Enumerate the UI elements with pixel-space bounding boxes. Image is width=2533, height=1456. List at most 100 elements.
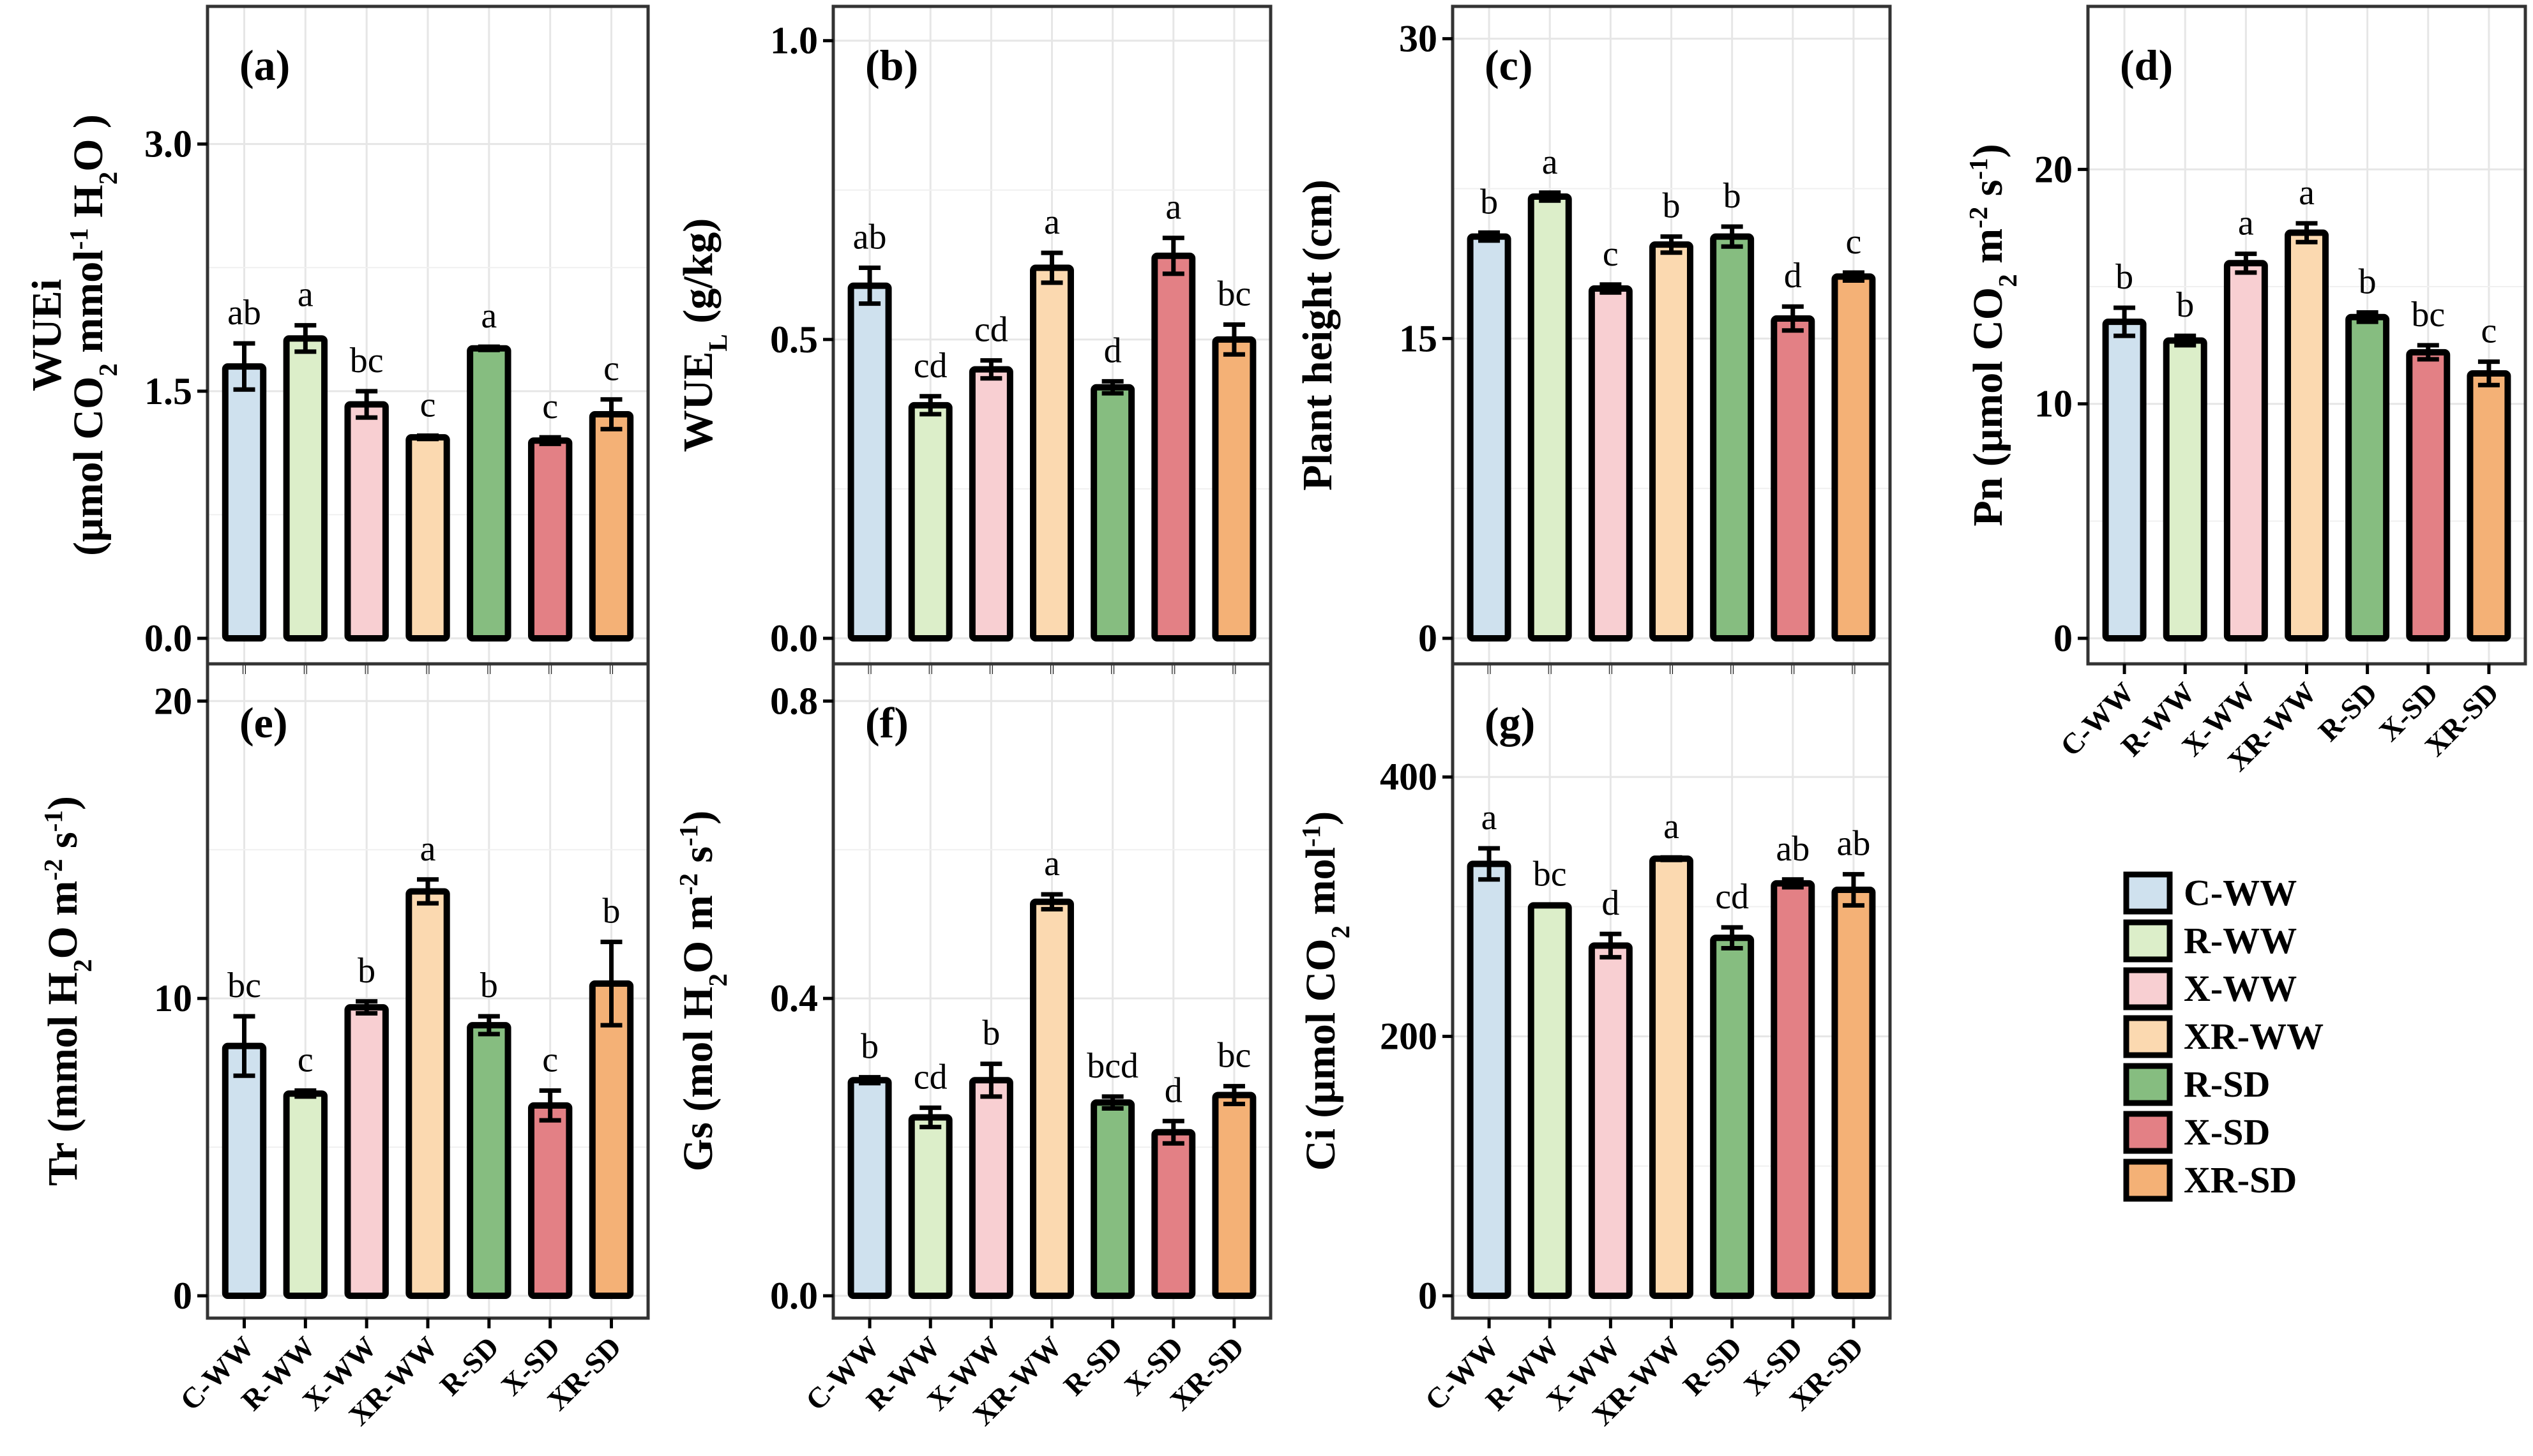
- bar-c-ww: [222, 1042, 267, 1300]
- y-axis-label: Gs (mol H2O m-2 s-1): [674, 811, 732, 1171]
- y-tick-label: 0: [1418, 617, 1437, 659]
- bar-x-ww: [344, 1004, 389, 1299]
- significance-letter: bc: [350, 341, 384, 380]
- significance-letter: a: [2238, 204, 2254, 243]
- legend-swatch-xr-ww: [2123, 1015, 2173, 1058]
- bar-r-ww: [908, 1114, 953, 1299]
- y-axis-label-part: Pn (μmol CO: [1965, 287, 2011, 527]
- significance-letter: c: [542, 387, 558, 426]
- y-tick-label: 1.0: [770, 20, 818, 62]
- bar-xr-ww: [1649, 241, 1693, 642]
- legend-label-c-ww: C-WW: [2184, 872, 2297, 913]
- bar-c-ww: [847, 1077, 892, 1299]
- y-tick-label: 400: [1380, 756, 1437, 798]
- bar-xr-sd: [589, 410, 634, 642]
- y-tick-label: 20: [154, 680, 192, 722]
- y-axis-label-part: 2: [703, 973, 732, 987]
- bar-xr-sd: [2467, 370, 2511, 642]
- y-axis-label-part: WUE: [675, 352, 722, 453]
- bar-r-ww: [1527, 193, 1572, 642]
- y-axis-label-part: ): [1297, 811, 1344, 825]
- y-axis-label-part: L: [703, 334, 732, 351]
- bar-x-sd: [1151, 1129, 1196, 1300]
- legend-swatch-x-sd: [2123, 1111, 2173, 1154]
- bar-xr-ww: [1030, 898, 1074, 1299]
- panel-tag: (a): [239, 41, 290, 89]
- bar-r-sd: [1091, 384, 1135, 642]
- significance-letter: d: [1784, 256, 1802, 296]
- y-axis-label-part: -2: [1963, 207, 1993, 229]
- bar-x-sd: [527, 437, 573, 642]
- significance-letter: d: [1104, 331, 1122, 370]
- y-axis-label-units-part: 2: [93, 363, 123, 377]
- significance-letter: bc: [1533, 854, 1567, 894]
- y-axis-label: WUEL (g/kg): [675, 218, 732, 453]
- y-axis-label-part: mol: [1297, 847, 1344, 926]
- significance-letter: a: [420, 829, 436, 869]
- bar-x-ww: [1588, 285, 1633, 642]
- legend-label-r-sd: R-SD: [2184, 1063, 2270, 1105]
- y-tick-label: 0: [1418, 1275, 1437, 1317]
- significance-letter: c: [1845, 222, 1861, 262]
- significance-letter: d: [1165, 1070, 1183, 1110]
- bar-r-ww: [908, 402, 953, 642]
- bar-x-ww: [2223, 260, 2268, 642]
- panel-tag: (b): [865, 41, 918, 89]
- bar-r-ww: [283, 1090, 328, 1299]
- bar-r-ww: [283, 335, 328, 642]
- significance-letter: c: [420, 386, 436, 425]
- y-axis-label-part: O m: [675, 895, 722, 973]
- bar-r-sd: [467, 345, 511, 642]
- y-axis-label-part: 2: [1993, 274, 2022, 287]
- x-tick-label: R-SD: [1677, 1330, 1748, 1402]
- bar-x-ww: [344, 401, 389, 642]
- significance-letter: b: [1723, 176, 1741, 216]
- y-axis-label-part: -1: [38, 810, 68, 832]
- significance-letter: a: [1542, 142, 1558, 182]
- legend-label-x-sd: X-SD: [2184, 1111, 2270, 1153]
- y-tick-label: 0: [2053, 617, 2073, 659]
- y-axis-label-part: s: [40, 832, 86, 859]
- significance-letter: a: [2299, 173, 2315, 213]
- bar-x-ww: [969, 366, 1013, 642]
- bar-x-sd: [1771, 880, 1815, 1299]
- bar-x-sd: [1151, 252, 1196, 642]
- y-axis-label-part: m: [1965, 229, 2011, 274]
- bar-xr-ww: [1030, 264, 1074, 642]
- bar-x-ww: [969, 1077, 1013, 1299]
- bar-r-sd: [1710, 233, 1755, 642]
- panel-tag: (g): [1485, 698, 1535, 747]
- panel-e: bccbabcb01020C-WWR-WWX-WWXR-WWR-SDX-SDXR…: [38, 662, 650, 1432]
- significance-letter: b: [2176, 285, 2194, 325]
- bar-xr-sd: [1212, 336, 1257, 642]
- x-tick-label: R-SD: [1057, 1330, 1129, 1402]
- bar-xr-ww: [405, 434, 450, 642]
- significance-letter: b: [603, 892, 621, 931]
- bar-x-sd: [1771, 315, 1815, 642]
- significance-letter: bc: [1217, 274, 1251, 313]
- x-tick-label: R-SD: [2312, 676, 2384, 747]
- bar-xr-ww: [1649, 855, 1693, 1299]
- bar-xr-sd: [1831, 887, 1876, 1299]
- bar-r-sd: [467, 1022, 511, 1299]
- y-axis-label: Plant height (cm): [1294, 179, 1341, 491]
- significance-letter: cd: [914, 346, 948, 386]
- panel-tag: (c): [1485, 41, 1532, 89]
- y-tick-label: 1.5: [144, 370, 192, 412]
- y-axis-label-units-part: H: [65, 184, 112, 228]
- significance-letter: cd: [1715, 877, 1749, 917]
- panel-tag: (f): [865, 698, 909, 747]
- significance-letter: ab: [853, 218, 887, 257]
- significance-letter: c: [2481, 311, 2497, 351]
- y-tick-label: 20: [2034, 148, 2073, 190]
- legend: C-WW R-WW X-WW XR-WW R-SD X-SD XR-SD: [2123, 871, 2324, 1202]
- y-tick-label: 200: [1380, 1016, 1437, 1058]
- y-axis-label-units-part: mmol: [65, 250, 112, 363]
- panel-tag: (d): [2120, 41, 2173, 89]
- bar-r-sd: [1091, 1099, 1135, 1299]
- significance-letter: b: [982, 1014, 1000, 1053]
- bar-x-sd: [527, 1102, 573, 1299]
